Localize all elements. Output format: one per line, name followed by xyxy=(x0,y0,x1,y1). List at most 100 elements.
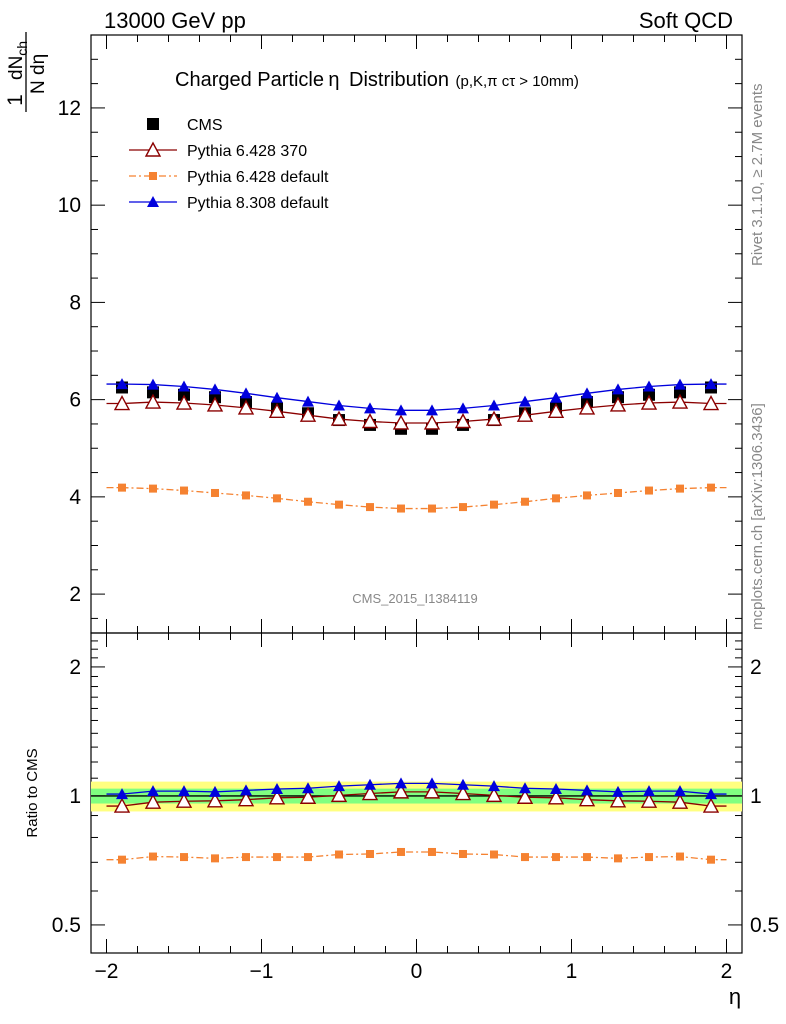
top-pythia-6-428-default-point xyxy=(521,497,529,506)
ratio-pythia-8-308-default-point xyxy=(147,785,159,797)
x-tick-label: 0 xyxy=(411,960,423,983)
top-pythia-8-308-default-point xyxy=(333,399,345,411)
ratio-y-tick-label-right: 0.5 xyxy=(750,914,779,937)
ratio-pythia-6-428-370-point xyxy=(237,791,255,807)
top-pythia-6-428-default-point xyxy=(645,486,653,495)
ratio-pythia-6-428-default-point xyxy=(118,855,126,864)
top-pythia-6-428-370-point xyxy=(206,396,224,412)
ratio-pythia-6-428-370-line xyxy=(106,791,727,807)
ratio-pythia-6-428-370-point xyxy=(485,786,503,803)
legend-pythia-8-308-default-marker xyxy=(147,196,159,207)
top-pythia-6-428-370-point xyxy=(299,406,317,422)
legend-cms-label: CMS xyxy=(187,117,223,134)
top-pythia-6-428-370-point xyxy=(454,413,472,429)
top-pythia-8-308-default-point xyxy=(705,378,717,390)
legend: CMS Pythia 6.428 370 Pythia 6.428 default P… xyxy=(129,117,329,212)
ratio-pythia-8-308-default-point xyxy=(705,788,717,800)
ratio-pythia-8-308-default-point xyxy=(488,780,500,792)
top-pythia-6-428-370-point xyxy=(609,396,627,412)
top-pythia-8-308-default-point xyxy=(581,387,593,399)
legend-pythia-6-428-370-label: Pythia 6.428 370 xyxy=(187,143,307,160)
mcplots-label: mcplots.cern.ch [arXiv:1306.3436] xyxy=(749,403,766,630)
top-pythia-6-428-370-point xyxy=(361,413,379,429)
top-pythia-6-428-default-point xyxy=(180,486,188,495)
top-pythia-8-308-default-point xyxy=(488,399,500,411)
ratio-pythia-8-308-default-point xyxy=(674,785,686,797)
top-pythia-6-428-370-point xyxy=(392,414,410,430)
rivet-label: Rivet 3.1.10, ≥ 2.7M events xyxy=(749,84,766,267)
top-pythia-6-428-default-point xyxy=(614,488,622,497)
ratio-pythia-8-308-default-point xyxy=(240,784,252,796)
ratio-pythia-6-428-370-point xyxy=(702,797,720,813)
ratio-pythia-8-308-default-point xyxy=(209,785,221,797)
ratio-pythia-8-308-default-point xyxy=(178,785,190,797)
plot-title-main: Charged Particle xyxy=(175,69,324,91)
ratio-pythia-8-308-default-point xyxy=(612,785,624,797)
top-pythia-6-428-default-point xyxy=(707,483,715,492)
top-pythia-6-428-370-point xyxy=(578,399,596,415)
top-pythia-6-428-370-point xyxy=(330,410,348,426)
ratio-pythia-6-428-370-point xyxy=(640,792,658,808)
ratio-pythia-6-428-370-point xyxy=(330,786,348,803)
legend-pythia-6-428-default-label: Pythia 6.428 default xyxy=(187,169,329,186)
ratio-pythia-6-428-370-point xyxy=(671,793,689,809)
ratio-pythia-6-428-370-point xyxy=(609,792,627,808)
ratio-pythia-8-308-default-point xyxy=(302,782,314,794)
top-pythia-6-428-default-point xyxy=(366,503,374,512)
ratio-pythia-6-428-default-point xyxy=(552,853,560,862)
top-pythia-6-428-370-point xyxy=(547,402,565,419)
y-tick-label: 12 xyxy=(58,97,81,120)
ylabel-num-d: dN xyxy=(6,56,27,80)
x-axis-label: η xyxy=(729,984,741,1009)
top-pythia-6-428-default-point xyxy=(149,484,157,493)
ylabel-num-one: 1 xyxy=(4,94,27,106)
ratio-y-tick-label-left: 1 xyxy=(69,785,81,808)
ratio-pythia-6-428-370-point xyxy=(206,792,224,808)
ratio-y-tick-label-left: 0.5 xyxy=(52,914,81,937)
top-pythia-8-308-default-point xyxy=(426,404,438,416)
top-pythia-8-308-default-point xyxy=(147,378,159,390)
top-pythia-6-428-370-point xyxy=(516,406,534,422)
ratio-pythia-6-428-default-point xyxy=(676,852,684,861)
ratio-pythia-6-428-370-point xyxy=(144,793,162,809)
y-tick-label: 2 xyxy=(69,583,81,606)
ratio-y-tick-label-left: 2 xyxy=(69,656,81,679)
top-pythia-8-308-default-point xyxy=(178,380,190,392)
ratio-pythia-6-428-default-point xyxy=(335,850,343,859)
top-pythia-6-428-370-point xyxy=(702,395,720,411)
ratio-pythia-6-428-default-point xyxy=(428,847,436,856)
legend-pythia-8-308-default-label: Pythia 8.308 default xyxy=(187,195,329,212)
ratio-y-tick-label-right: 1 xyxy=(750,785,762,808)
plot-title-main2: Distribution xyxy=(349,69,449,91)
top-pythia-6-428-370-point xyxy=(144,393,162,409)
top-pythia-6-428-default-point xyxy=(211,488,219,497)
ratio-pythia-6-428-default-point xyxy=(707,855,715,864)
ratio-pythia-6-428-370-point xyxy=(578,791,596,807)
ratio-pythia-6-428-default-point xyxy=(366,849,374,858)
top-pythia-6-428-default-point xyxy=(490,500,498,509)
y-tick-label: 10 xyxy=(58,194,81,217)
ratio-pythia-6-428-370-point xyxy=(113,797,131,813)
ratio-pythia-6-428-default-point xyxy=(211,854,219,863)
top-pythia-6-428-default-point xyxy=(273,494,281,503)
top-pythia-8-308-default-point xyxy=(395,404,407,416)
top-pythia-6-428-default-point xyxy=(304,497,312,506)
top-pythia-6-428-default-point xyxy=(335,500,343,509)
top-pythia-8-308-default-point xyxy=(209,383,221,395)
ratio-pythia-6-428-370-point xyxy=(423,783,441,799)
top-pythia-6-428-370-line xyxy=(106,401,727,424)
top-pythia-6-428-default-point xyxy=(676,484,684,493)
top-pythia-6-428-default-point xyxy=(242,491,250,500)
ratio-pythia-6-428-370-point xyxy=(392,783,410,799)
ratio-pythia-6-428-default-point xyxy=(583,853,591,862)
top-pythia-6-428-370-point xyxy=(175,394,193,410)
top-pythia-6-428-370-point xyxy=(113,395,131,411)
x-tick-label: −1 xyxy=(250,960,274,983)
ratio-pythia-6-428-370-point xyxy=(299,788,317,804)
ratio-pythia-6-428-default-point xyxy=(397,847,405,856)
ratio-pythia-6-428-default-point xyxy=(459,849,467,858)
top-pythia-8-308-default-point xyxy=(302,395,314,407)
ylabel-num-sub: ch xyxy=(14,41,30,56)
top-pythia-6-428-default-line xyxy=(106,486,727,510)
ratio-pythia-6-428-default-point xyxy=(273,853,281,862)
